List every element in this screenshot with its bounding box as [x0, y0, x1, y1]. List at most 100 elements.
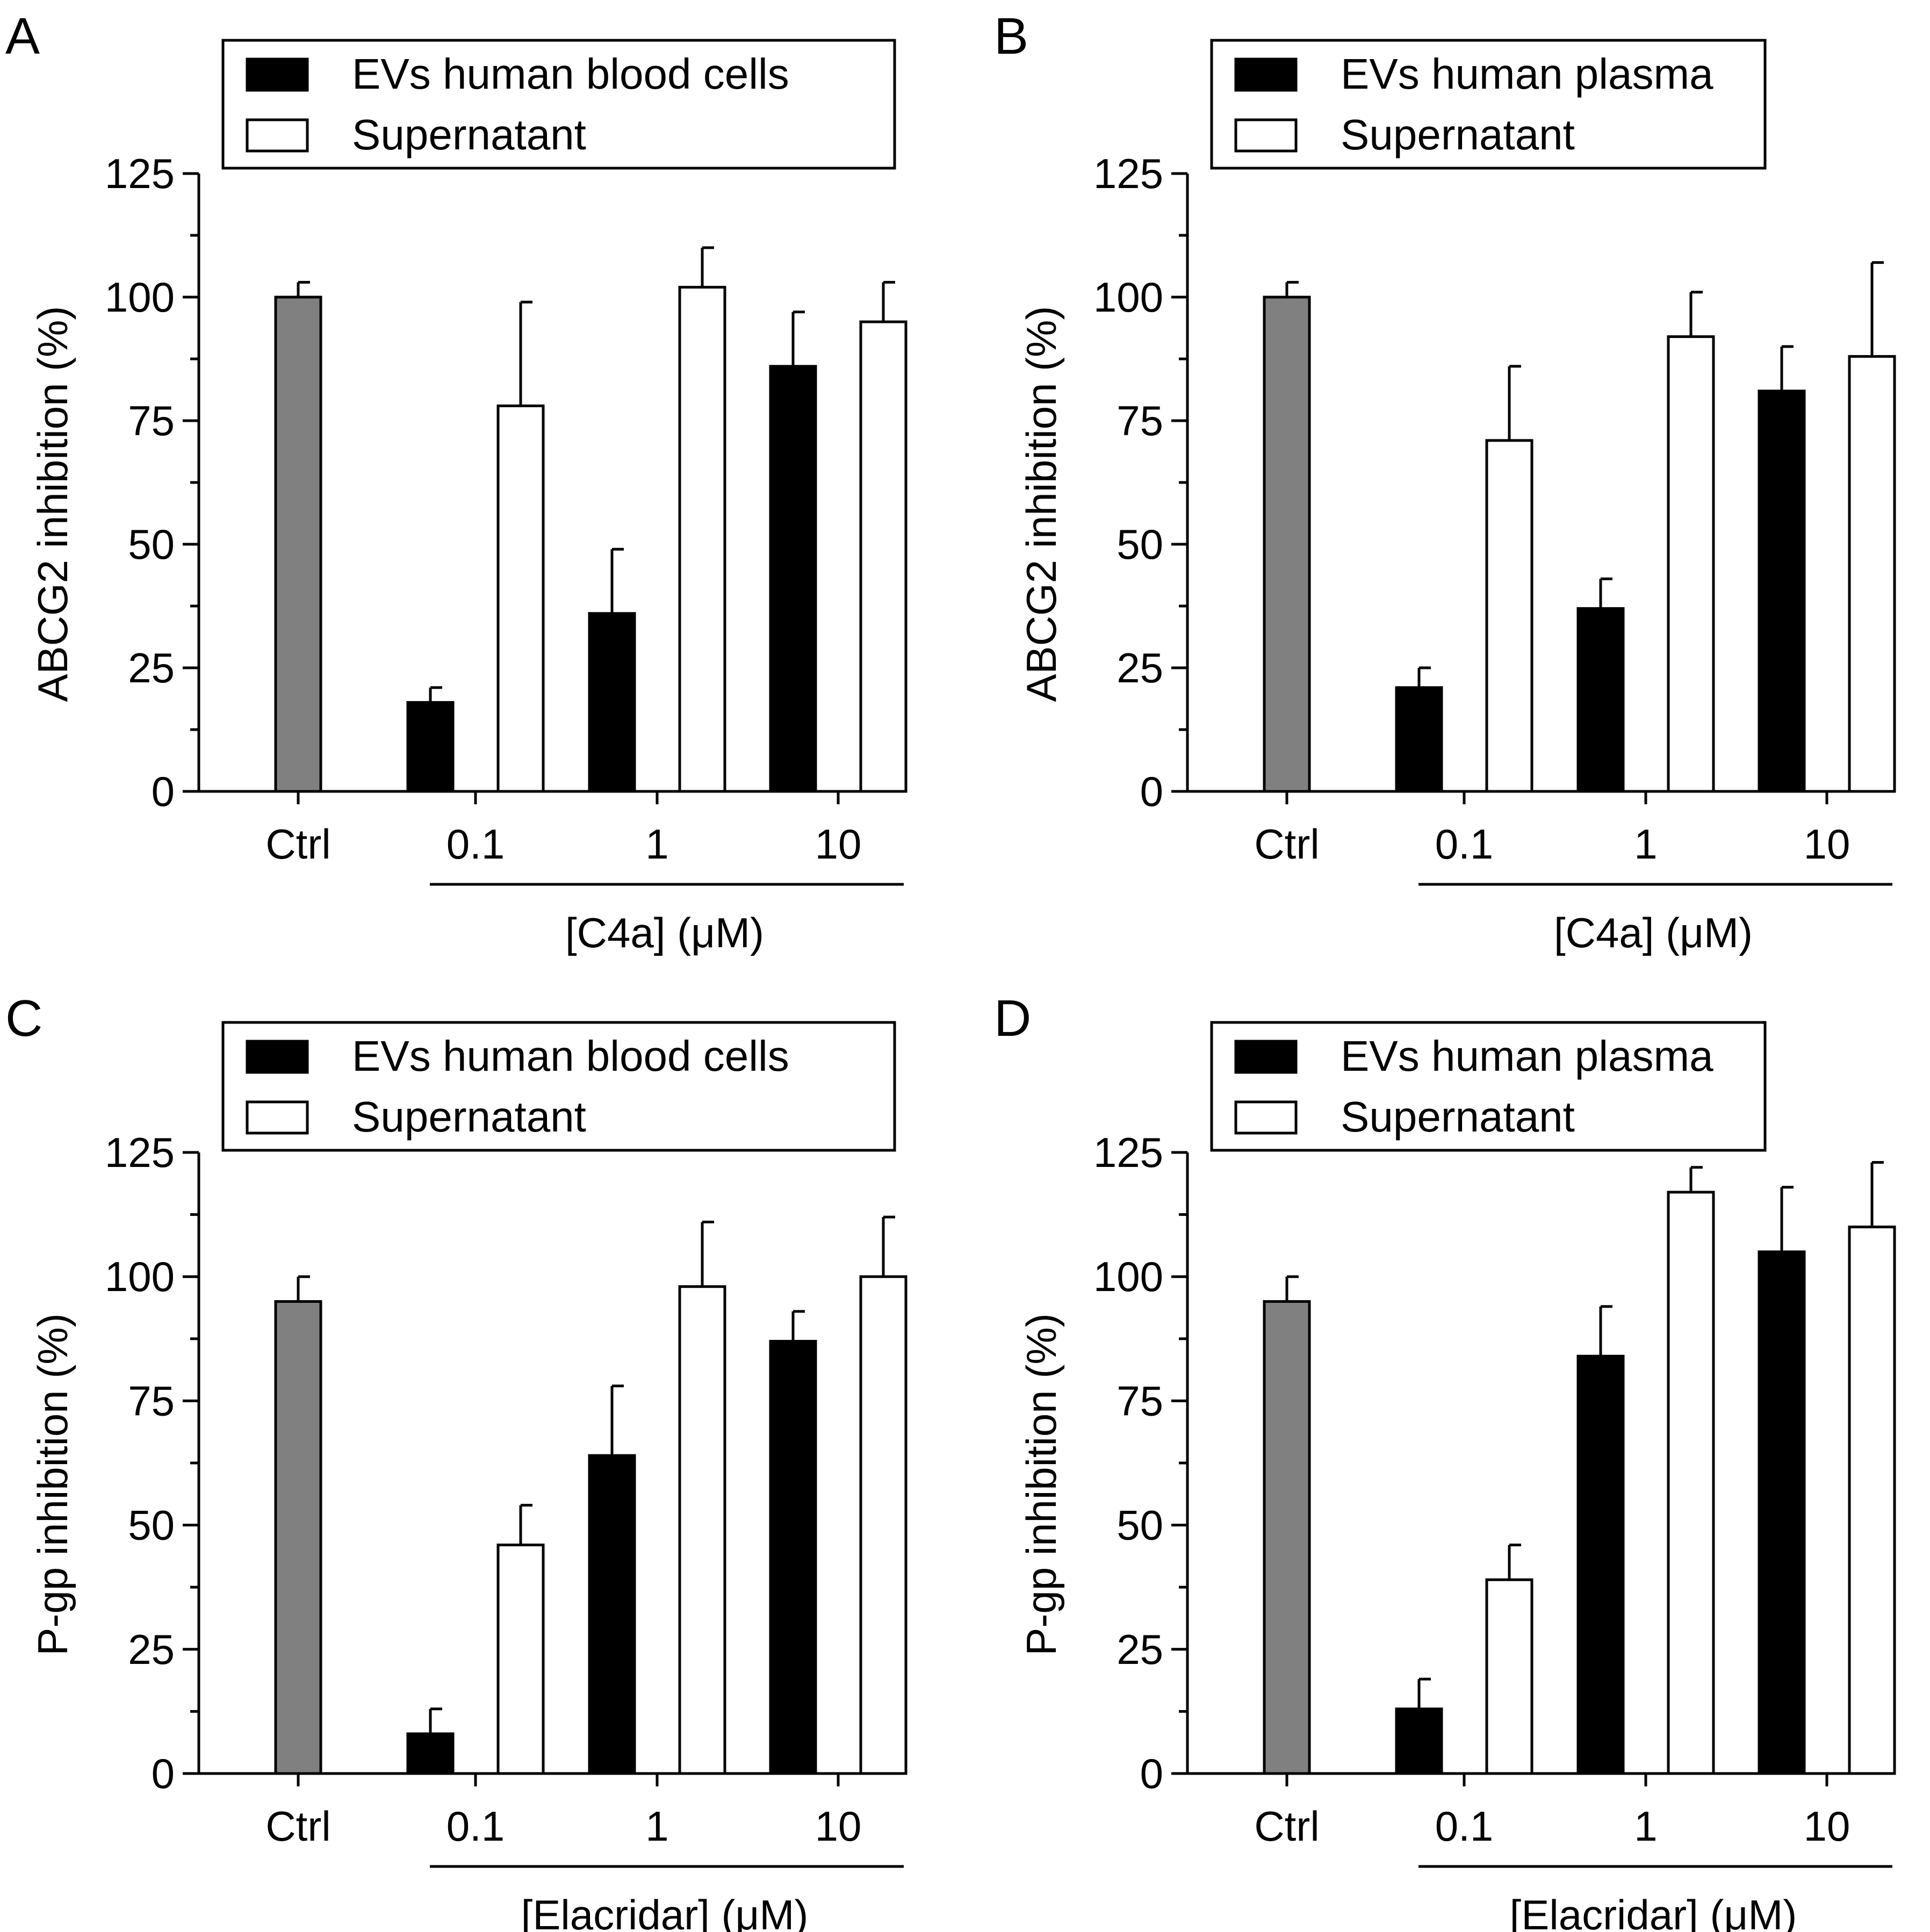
y-axis-label: P-gp inhibition (%) — [1018, 1313, 1065, 1655]
bar-evs — [406, 701, 455, 793]
bar-supernatant — [496, 1544, 545, 1775]
legend-swatch — [246, 118, 309, 153]
y-tick-label: 75 — [1117, 397, 1163, 444]
x-axis-label: [C4a] (μM) — [1554, 909, 1753, 956]
bar-evs — [588, 1454, 636, 1775]
bar-evs — [1758, 1250, 1806, 1775]
legend: EVs human plasma Supernatant — [1210, 39, 1767, 170]
panel-D: D 0 25 50 75 100 125 P-gp inhibition (%) Ctrl 0.1… — [994, 990, 1896, 1932]
legend-swatch — [1234, 118, 1298, 153]
x-tick-label: 10 — [1804, 820, 1850, 868]
x-tick-label: 10 — [815, 820, 862, 868]
bar-supernatant — [1485, 439, 1533, 793]
legend-label: EVs human plasma — [1341, 1032, 1713, 1080]
x-axis-label: [C4a] (μM) — [565, 909, 764, 956]
y-tick-label: 100 — [1093, 1253, 1163, 1300]
legend-box — [221, 1021, 896, 1152]
bar-supernatant — [1667, 1191, 1715, 1775]
x-tick-label: Ctrl — [265, 820, 330, 868]
bar-supernatant — [1485, 1578, 1533, 1775]
y-tick-label: 100 — [1093, 273, 1163, 321]
x-tick-label: Ctrl — [1254, 820, 1319, 868]
x-tick-label: 1 — [645, 1803, 668, 1850]
y-axis-label: P-gp inhibition (%) — [29, 1313, 76, 1655]
panel-B: B 0 25 50 75 100 125 ABCG2 inhibition (%) Ctrl 0.… — [994, 8, 1896, 956]
bar-supernatant — [496, 404, 545, 793]
x-tick-label: 0.1 — [447, 1803, 505, 1850]
y-tick-label: 50 — [1117, 1502, 1163, 1549]
x-tick-label: 10 — [815, 1803, 862, 1850]
y-tick-label: 75 — [128, 397, 175, 444]
y-tick-label: 50 — [128, 521, 175, 568]
bar-evs — [588, 612, 636, 793]
y-axis-label: ABCG2 inhibition (%) — [29, 306, 76, 702]
y-tick-label: 25 — [128, 1626, 175, 1673]
y-tick-label: 125 — [105, 1129, 175, 1176]
legend: EVs human plasma Supernatant — [1210, 1021, 1767, 1152]
y-tick-label: 100 — [105, 1253, 175, 1300]
x-tick-label: 1 — [1634, 820, 1657, 868]
bar-supernatant — [1667, 335, 1715, 793]
legend: EVs human blood cells Supernatant — [221, 39, 896, 170]
bar-supernatant — [678, 1285, 726, 1775]
legend-box — [221, 39, 896, 170]
x-tick-label: 0.1 — [447, 820, 505, 868]
panel-letter: A — [5, 8, 40, 65]
legend-swatch — [1234, 1100, 1298, 1135]
bar-supernatant — [859, 320, 908, 793]
y-tick-label: 75 — [1117, 1377, 1163, 1424]
x-tick-label: 1 — [645, 820, 668, 868]
bar-control — [1263, 1300, 1311, 1775]
panel-letter: B — [994, 8, 1028, 65]
bar-supernatant — [1848, 1225, 1896, 1775]
bar-supernatant — [859, 1275, 908, 1775]
bar-supernatant — [1848, 355, 1896, 793]
legend-label: EVs human plasma — [1341, 50, 1713, 98]
y-tick-label: 125 — [105, 150, 175, 197]
y-tick-label: 100 — [105, 273, 175, 321]
y-tick-label: 50 — [128, 1502, 175, 1549]
legend: EVs human blood cells Supernatant — [221, 1021, 896, 1152]
y-tick-label: 25 — [1117, 644, 1163, 691]
legend-swatch — [246, 1100, 309, 1135]
y-tick-label: 0 — [152, 1750, 175, 1797]
bar-supernatant — [678, 286, 726, 793]
y-tick-label: 25 — [128, 644, 175, 691]
legend-label: EVs human blood cells — [352, 1032, 789, 1080]
y-tick-label: 25 — [1117, 1626, 1163, 1673]
x-tick-label: 0.1 — [1435, 820, 1493, 868]
bar-evs — [1395, 686, 1443, 793]
legend-box — [1210, 39, 1767, 170]
bar-control — [274, 295, 322, 793]
x-tick-label: 1 — [1634, 1803, 1657, 1850]
panel-letter: D — [994, 990, 1031, 1047]
bar-control — [274, 1300, 322, 1775]
panel-letter: C — [5, 990, 42, 1047]
x-tick-label: Ctrl — [1254, 1803, 1319, 1850]
legend-label: Supernatant — [352, 1093, 586, 1141]
y-tick-label: 0 — [152, 768, 175, 815]
y-tick-label: 50 — [1117, 521, 1163, 568]
x-axis-label: [Elacridar] (μM) — [1510, 1891, 1797, 1932]
legend-label: Supernatant — [1341, 111, 1575, 158]
bar-evs — [1576, 1354, 1625, 1775]
legend-swatch — [246, 1040, 309, 1074]
y-tick-label: 125 — [1093, 150, 1163, 197]
panel-A: A 0 25 50 75 100 125 ABCG2 inhibition (%) Ctrl 0.… — [5, 8, 908, 956]
y-tick-label: 0 — [1140, 1750, 1163, 1797]
bar-evs — [769, 1339, 817, 1775]
x-tick-label: 10 — [1804, 1803, 1850, 1850]
y-axis-label: ABCG2 inhibition (%) — [1018, 306, 1065, 702]
legend-label: Supernatant — [352, 111, 586, 158]
bar-evs — [1395, 1707, 1443, 1775]
x-tick-label: Ctrl — [265, 1803, 330, 1850]
x-axis-label: [Elacridar] (μM) — [521, 1891, 809, 1932]
bar-control — [1263, 295, 1311, 793]
x-tick-label: 0.1 — [1435, 1803, 1493, 1850]
y-tick-label: 125 — [1093, 1129, 1163, 1176]
y-tick-label: 0 — [1140, 768, 1163, 815]
legend-swatch — [246, 57, 309, 92]
bar-evs — [1758, 390, 1806, 793]
legend-label: EVs human blood cells — [352, 50, 789, 98]
legend-swatch — [1234, 1040, 1298, 1074]
